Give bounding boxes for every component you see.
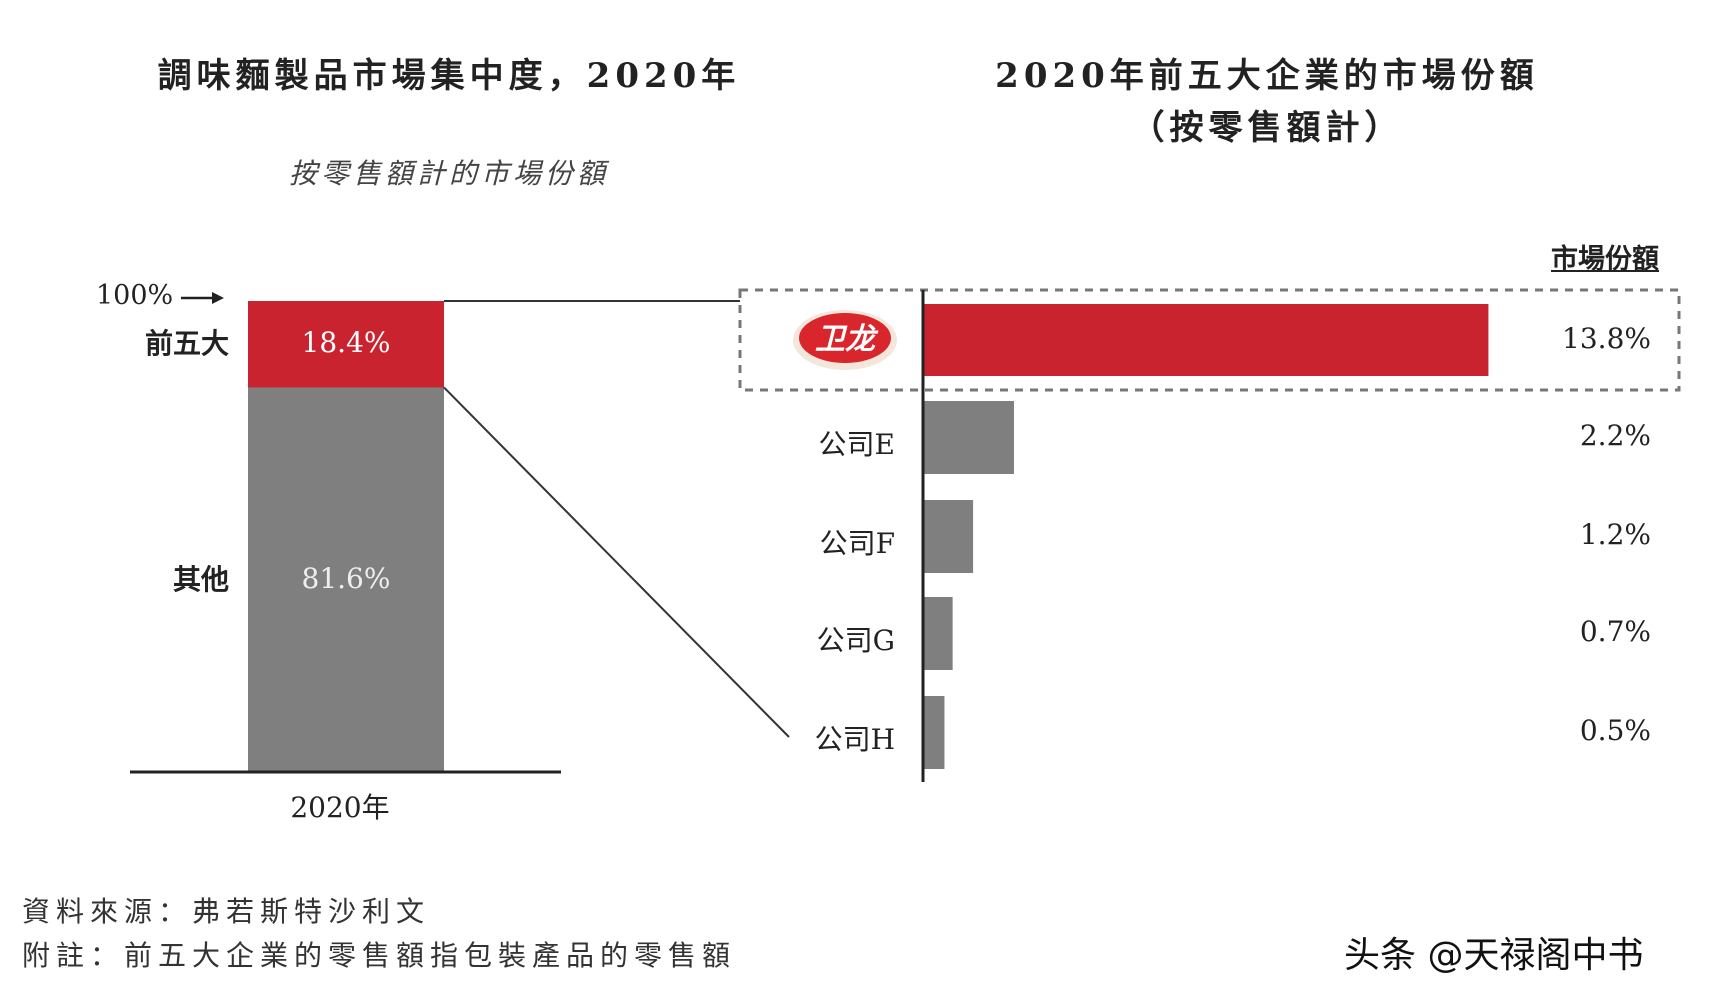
logo-text: 卫龙 <box>815 322 879 357</box>
top-marker-label: 100% <box>96 280 174 311</box>
stacked-bar-segment-1 <box>248 387 444 771</box>
value-label: 0.5% <box>1579 714 1651 747</box>
hbar-3 <box>924 597 953 670</box>
data-label-top5: 18.4% <box>301 326 391 359</box>
hbar-0 <box>924 304 1489 376</box>
left-chart-title: 調味麵製品市場集中度，2020年 <box>157 56 741 96</box>
value-label: 13.8% <box>1562 322 1651 355</box>
hbar-2 <box>924 500 974 573</box>
value-header: 市場份額 <box>1551 244 1659 275</box>
category-label: 公司E <box>818 428 895 461</box>
value-label: 0.7% <box>1579 615 1651 648</box>
footer-source: 資料來源：弗若斯特沙利文 <box>22 895 431 928</box>
category-label: 公司G <box>816 624 895 657</box>
series-label-top5: 前五大 <box>144 327 229 360</box>
value-label: 1.2% <box>1579 518 1651 551</box>
weilong-logo <box>799 313 891 363</box>
category-label: 公司F <box>819 527 895 560</box>
data-label-other: 81.6% <box>301 562 391 595</box>
hbar-4 <box>924 696 945 769</box>
x-tick-label: 2020年 <box>290 791 390 824</box>
watermark: 头条 @天禄阁中书 <box>1344 935 1644 976</box>
hbar-1 <box>924 401 1014 474</box>
arrow-head-icon <box>212 292 224 304</box>
footer-note: 附註：前五大企業的零售額指包裝產品的零售額 <box>22 939 737 972</box>
stacked-bar-segment-0 <box>248 301 444 388</box>
connector-line-bottom <box>443 386 790 738</box>
series-label-other: 其他 <box>172 563 229 596</box>
category-label: 公司H <box>814 723 895 756</box>
right-chart-title-line2: （按零售額計） <box>1130 108 1404 148</box>
highlight-box <box>738 288 1681 392</box>
right-chart-title: 2020年前五大企業的市場份額 <box>995 56 1539 96</box>
value-label: 2.2% <box>1579 419 1651 452</box>
left-chart-subtitle: 按零售額計的市場份額 <box>288 157 610 190</box>
